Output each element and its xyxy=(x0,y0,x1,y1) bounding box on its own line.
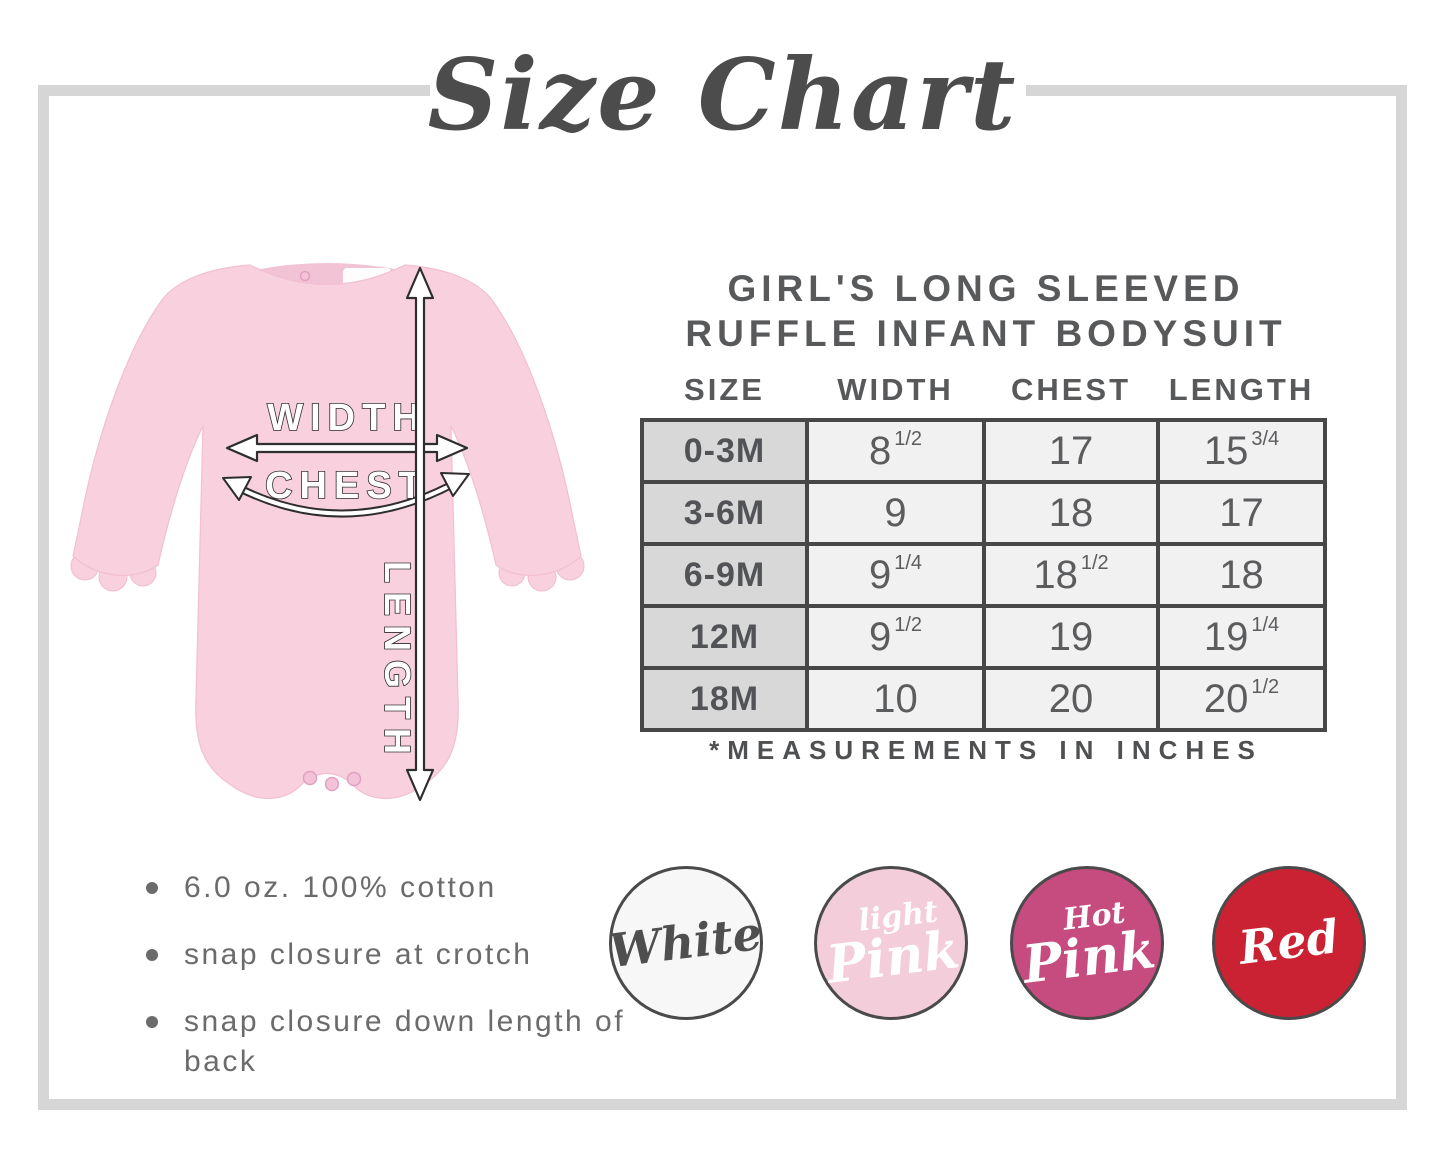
chest-label: CHEST xyxy=(265,465,429,507)
measurement-value: 8 1/2 xyxy=(805,418,986,484)
color-swatch-label-line: White xyxy=(606,906,766,979)
feature-item: snap closure at crotch xyxy=(138,935,628,975)
bodysuit-body xyxy=(72,264,582,799)
frame-top-left-bar xyxy=(38,85,430,96)
feature-item: 6.0 oz. 100% cotton xyxy=(138,868,628,908)
feature-item: snap closure down length of back xyxy=(138,1002,628,1082)
feature-list: 6.0 oz. 100% cotton snap closure at crotc… xyxy=(138,868,628,1109)
measurement-value: 20 1/2 xyxy=(1156,666,1327,732)
size-table-header-row: SIZE WIDTH CHEST LENGTH xyxy=(642,360,1325,420)
measurement-value: 18 xyxy=(982,480,1160,546)
product-title-line1: GIRL'S LONG SLEEVED xyxy=(727,268,1245,309)
measurement-value: 19 1/4 xyxy=(1156,604,1327,670)
length-arrow xyxy=(405,266,435,802)
length-label: LENGTH xyxy=(377,561,418,763)
measurement-value: 17 xyxy=(1156,480,1327,546)
measurement-value: 9 1/2 xyxy=(805,604,986,670)
size-table: SIZE WIDTH CHEST LENGTH 0-3M 8 1/2 17 15 3/4 3-6M… xyxy=(640,360,1327,732)
measurement-value: 17 xyxy=(982,418,1160,484)
color-swatch-label: Red xyxy=(1236,909,1342,976)
color-swatch-label: Hot Pink xyxy=(1016,895,1158,995)
table-row: 0-3M 8 1/2 17 15 3/4 xyxy=(640,418,1327,484)
color-swatch-light-pink: light Pink xyxy=(814,866,968,1020)
measurements-footnote: *MEASUREMENTS IN INCHES xyxy=(709,735,1263,765)
size-label: 12M xyxy=(640,604,809,670)
product-title: GIRL'S LONG SLEEVED RUFFLE INFANT BODYSU… xyxy=(630,266,1342,356)
measurement-value: 9 1/4 xyxy=(805,542,986,608)
outer-frame xyxy=(38,85,1407,1110)
table-row: 18M 10 20 20 1/2 xyxy=(640,666,1327,732)
product-title-line2: RUFFLE INFANT BODYSUIT xyxy=(685,313,1287,354)
size-label: 18M xyxy=(640,666,809,732)
measurement-value: 18 xyxy=(1156,542,1327,608)
measurement-value: 9 xyxy=(805,480,986,546)
crotch-snaps xyxy=(302,770,362,792)
color-swatch-label-line: Red xyxy=(1236,909,1342,976)
page-title: Size Chart xyxy=(427,38,1018,153)
color-swatch-white: White xyxy=(606,866,766,1020)
table-row: 6-9M 9 1/4 18 1/2 18 xyxy=(640,542,1327,608)
neck-snap xyxy=(299,270,311,282)
column-header: LENGTH xyxy=(1158,360,1325,420)
frame-top-right-bar xyxy=(1026,85,1407,96)
size-label: 0-3M xyxy=(640,418,809,484)
measurement-value: 18 1/2 xyxy=(982,542,1160,608)
table-row: 3-6M 9 18 17 xyxy=(640,480,1327,546)
column-header: SIZE xyxy=(642,360,807,420)
table-row: 12M 9 1/2 19 19 1/4 xyxy=(640,604,1327,670)
chest-arrowhead-right xyxy=(440,472,470,497)
size-table-body: 0-3M 8 1/2 17 15 3/4 3-6M 9 18 17 6-9M 9 1/4 18 1/2 18 1… xyxy=(640,418,1327,732)
column-header: WIDTH xyxy=(807,360,984,420)
size-label: 6-9M xyxy=(640,542,809,608)
chest-arc xyxy=(236,481,456,516)
color-swatch-red: Red xyxy=(1212,866,1366,1020)
color-swatch-label-line: Hot xyxy=(1060,895,1127,938)
color-swatch-label: White xyxy=(606,906,766,979)
measurement-value: 19 xyxy=(982,604,1160,670)
color-swatch-label-line: light xyxy=(856,894,940,939)
chest-arrowhead-left xyxy=(222,476,252,501)
color-swatch-label: light Pink xyxy=(820,894,962,995)
color-swatch-hot-pink: Hot Pink xyxy=(1010,866,1164,1020)
bodysuit-diagram: WIDTH CHEST LENGTH xyxy=(70,263,585,802)
measurement-value: 10 xyxy=(805,666,986,732)
column-header: CHEST xyxy=(984,360,1158,420)
measurement-value: 20 xyxy=(982,666,1160,732)
width-arrow xyxy=(225,433,469,463)
measurement-value: 15 3/4 xyxy=(1156,418,1327,484)
width-label: WIDTH xyxy=(267,397,427,439)
size-label: 3-6M xyxy=(640,480,809,546)
